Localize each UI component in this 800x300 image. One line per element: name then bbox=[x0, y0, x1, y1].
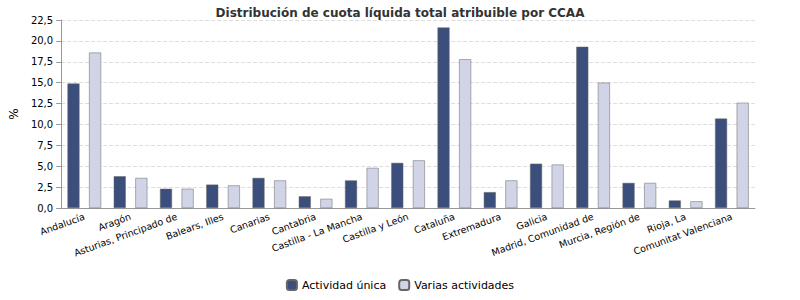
svg-text:5,0: 5,0 bbox=[37, 161, 53, 172]
svg-text:Andalucía: Andalucía bbox=[39, 211, 87, 237]
svg-text:Rioja, La: Rioja, La bbox=[645, 210, 688, 236]
svg-text:15,0: 15,0 bbox=[31, 77, 53, 88]
svg-text:12,5: 12,5 bbox=[31, 98, 53, 109]
svg-text:Madrid, Comunidad de: Madrid, Comunidad de bbox=[489, 210, 595, 258]
svg-text:0,0: 0,0 bbox=[37, 203, 53, 214]
svg-text:Murcia, Región de: Murcia, Región de bbox=[558, 211, 642, 250]
svg-text:Cantabria: Cantabria bbox=[270, 210, 318, 237]
svg-text:%: % bbox=[7, 108, 21, 119]
svg-text:7,5: 7,5 bbox=[37, 140, 53, 151]
svg-text:Actividad única: Actividad única bbox=[302, 279, 386, 292]
svg-text:Castilla y León: Castilla y León bbox=[341, 211, 410, 245]
svg-text:10,0: 10,0 bbox=[31, 119, 53, 130]
svg-text:Extremadura: Extremadura bbox=[441, 211, 503, 242]
svg-text:Asturias, Principado de: Asturias, Principado de bbox=[72, 211, 178, 259]
svg-text:17,5: 17,5 bbox=[31, 56, 53, 67]
svg-text:Comunitat Valenciana: Comunitat Valenciana bbox=[632, 211, 734, 257]
svg-text:2,5: 2,5 bbox=[37, 182, 53, 193]
svg-text:Balears, Illes: Balears, Illes bbox=[164, 211, 225, 242]
svg-text:Castilla - La Mancha: Castilla - La Mancha bbox=[270, 210, 364, 254]
svg-text:Varias actividades: Varias actividades bbox=[414, 279, 514, 292]
svg-text:Galicia: Galicia bbox=[514, 210, 549, 233]
svg-text:Distribución de cuota líquida: Distribución de cuota líquida total atri… bbox=[216, 6, 586, 20]
svg-text:22,5: 22,5 bbox=[31, 15, 53, 26]
svg-text:Aragón: Aragón bbox=[96, 210, 133, 233]
svg-text:Canarias: Canarias bbox=[228, 211, 271, 236]
svg-text:Cataluña: Cataluña bbox=[412, 210, 457, 236]
svg-text:20,0: 20,0 bbox=[31, 35, 53, 46]
